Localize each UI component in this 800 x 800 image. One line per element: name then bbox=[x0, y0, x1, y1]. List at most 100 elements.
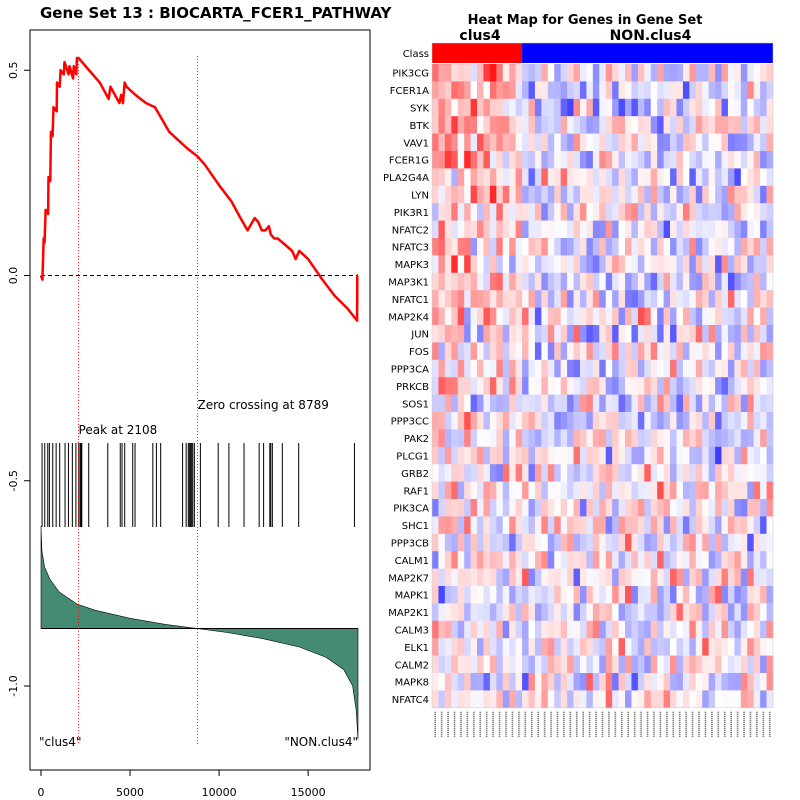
heatmap-cell bbox=[502, 220, 510, 239]
heatmap-cell bbox=[708, 203, 716, 221]
heatmap-cell bbox=[541, 620, 549, 639]
heatmap-cell bbox=[457, 446, 465, 465]
heatmap-cell bbox=[708, 325, 716, 343]
heatmap-cell bbox=[554, 429, 561, 448]
heatmap-cell bbox=[663, 325, 671, 343]
heatmap-cell bbox=[670, 359, 677, 378]
heatmap-cell bbox=[464, 203, 471, 221]
heatmap-cell bbox=[560, 359, 568, 378]
heatmap-cell bbox=[515, 168, 523, 187]
heatmap-cell bbox=[715, 429, 722, 448]
heatmap-cell bbox=[502, 516, 510, 535]
heatmap-cell bbox=[489, 342, 497, 361]
heatmap-cell bbox=[702, 203, 709, 221]
heatmap-cell bbox=[554, 272, 561, 291]
heatmap-cell bbox=[734, 499, 742, 517]
heatmap-cell bbox=[541, 81, 549, 100]
heatmap-cell bbox=[689, 325, 697, 343]
heatmap-cell bbox=[618, 533, 626, 552]
heatmap-cell bbox=[509, 151, 516, 169]
heatmap-cell bbox=[715, 98, 722, 117]
heatmap-cell bbox=[592, 690, 600, 709]
heatmap-cell bbox=[522, 446, 529, 465]
heatmap-cell bbox=[496, 464, 504, 482]
heatmap-cell bbox=[760, 272, 767, 291]
heatmap-cell bbox=[747, 586, 754, 604]
heatmap-cell bbox=[708, 220, 716, 239]
heatmap-cell bbox=[657, 307, 664, 326]
heatmap-cell bbox=[650, 551, 658, 569]
heatmap-cell bbox=[734, 98, 742, 117]
heatmap-cell bbox=[464, 464, 471, 482]
heatmap-cell bbox=[625, 307, 632, 326]
heatmap-cell bbox=[637, 481, 645, 500]
heatmap-cell bbox=[586, 446, 594, 465]
heatmap-cell bbox=[753, 551, 761, 569]
heatmap-cell bbox=[670, 620, 677, 639]
heatmap-cell bbox=[708, 290, 716, 308]
heatmap-cell bbox=[451, 325, 459, 343]
heatmap-cell bbox=[496, 342, 504, 361]
heatmap-cell bbox=[470, 394, 478, 413]
heatmap-cell bbox=[727, 203, 735, 221]
heatmap-cell bbox=[522, 168, 529, 187]
heatmap-cell bbox=[663, 655, 671, 674]
heatmap-cell bbox=[747, 325, 754, 343]
heatmap-cell bbox=[515, 255, 523, 274]
heatmap-cell bbox=[631, 133, 639, 152]
heatmap-cell bbox=[444, 377, 452, 395]
heatmap-cell bbox=[663, 499, 671, 517]
heatmap-cell bbox=[727, 325, 735, 343]
heatmap-cell bbox=[689, 220, 697, 239]
heatmap-cell bbox=[477, 168, 484, 187]
heatmap-cell bbox=[650, 690, 658, 709]
heatmap-cell bbox=[612, 272, 619, 291]
heatmap-cell bbox=[695, 116, 703, 134]
heatmap-cell bbox=[753, 325, 761, 343]
heatmap-cell bbox=[444, 255, 452, 274]
heatmap-cell bbox=[702, 655, 709, 674]
heatmap-cell bbox=[631, 359, 639, 378]
heatmap-cell bbox=[682, 116, 690, 134]
heatmap-cell bbox=[766, 620, 774, 639]
heatmap-cell bbox=[592, 342, 600, 361]
heatmap-cell bbox=[753, 620, 761, 639]
heatmap-cell bbox=[477, 673, 484, 691]
heatmap-cell bbox=[599, 255, 607, 274]
zero-crossing-label: Zero crossing at 8789 bbox=[198, 398, 329, 412]
heatmap-cell bbox=[753, 133, 761, 152]
class-row-label: Class bbox=[403, 49, 429, 60]
heatmap-cell bbox=[727, 690, 735, 709]
ranked-metric-area bbox=[40, 525, 359, 740]
heatmap-cell bbox=[676, 64, 684, 82]
heatmap-cell bbox=[689, 98, 697, 117]
heatmap-cell bbox=[502, 603, 510, 622]
heatmap-cell bbox=[509, 673, 516, 691]
heatmap-cell bbox=[579, 429, 587, 448]
heatmap-cell bbox=[599, 464, 607, 482]
heatmap-cell bbox=[496, 168, 504, 187]
heatmap-cell bbox=[586, 342, 594, 361]
heatmap-cell bbox=[509, 551, 516, 569]
heatmap-cell bbox=[579, 533, 587, 552]
heatmap-cell bbox=[663, 551, 671, 569]
heatmap-cell bbox=[592, 272, 600, 291]
heatmap-cell bbox=[650, 673, 658, 691]
heatmap-cell bbox=[612, 464, 619, 482]
heatmap-cell bbox=[502, 98, 510, 117]
heatmap-cell bbox=[682, 220, 690, 239]
heatmap-cell bbox=[438, 429, 446, 448]
heatmap-cell bbox=[554, 116, 561, 134]
heatmap-cell bbox=[682, 551, 690, 569]
heatmap-cell bbox=[650, 272, 658, 291]
heatmap-cell bbox=[483, 342, 491, 361]
heatmap-cell bbox=[708, 238, 716, 256]
heatmap-cell bbox=[496, 586, 504, 604]
heatmap-cell bbox=[586, 620, 594, 639]
heatmap-cell bbox=[734, 464, 742, 482]
heatmap-cell bbox=[528, 516, 536, 535]
heatmap-cell bbox=[522, 98, 529, 117]
heatmap-cell bbox=[547, 412, 555, 430]
heatmap-cell bbox=[464, 133, 471, 152]
heatmap-cell bbox=[618, 446, 626, 465]
